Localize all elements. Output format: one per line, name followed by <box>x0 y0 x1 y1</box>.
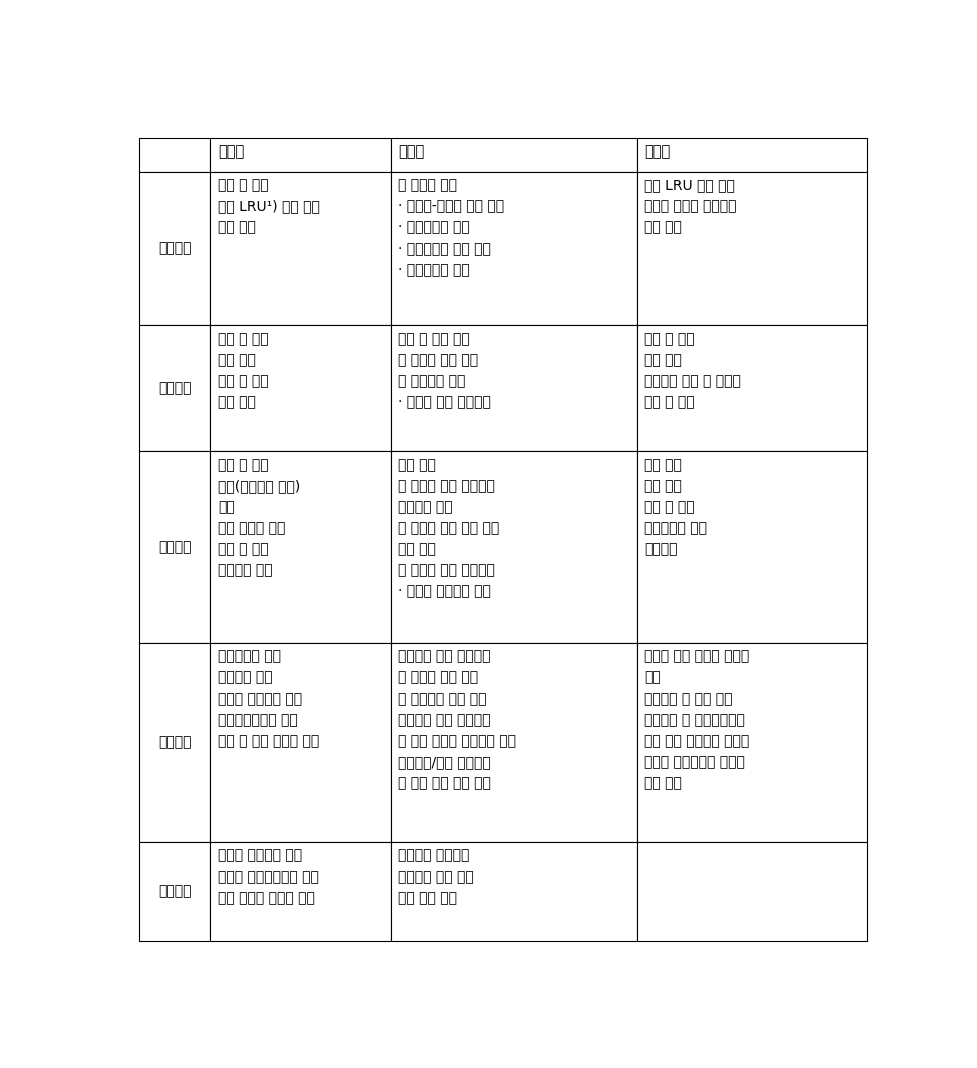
Text: 이륙 단계
－ 탑재체 상태 모니터링
임무수행 단계
－ 탑재체 내부 온도 확인
착륙 단계
－ 탑재체 상태 모니터링
· 탑재체 운용여부 결정: 이륙 단계 － 탑재체 상태 모니터링 임무수행 단계 － 탑재체 내부 온도 … <box>398 458 499 599</box>
Bar <box>390 842 636 941</box>
Bar <box>210 172 390 325</box>
Text: 비행수행 불가상태
기상센서 보정 수행
임무 여부 판단: 비행수행 불가상태 기상센서 보정 수행 임무 여부 판단 <box>398 849 474 905</box>
Text: － 탑재체 점검
· 탑재체-비행체 연결 분리
· 저장데이터 백업
· 기상탑재체 전원 종료
· 지정장소에 보관: － 탑재체 점검 · 탑재체-비행체 연결 분리 · 저장데이터 백업 · 기상… <box>398 178 504 277</box>
Text: 지상체 전원 공급용 발전기
고장
통신두절 시 시간 기록
통신복구 후 지상체에서는
통신 두절 시점부터 통신이
재계된 시점까지의 데이터
전송 요청: 지상체 전원 공급용 발전기 고장 통신두절 시 시간 기록 통신복구 후 지상… <box>644 649 748 790</box>
Bar <box>139 325 210 451</box>
Bar <box>390 138 636 172</box>
Bar <box>390 643 636 842</box>
Bar <box>390 325 636 451</box>
Text: 모든 LRU 정상 장착
지상체 구성품 위치확인
전원 차단: 모든 LRU 정상 장착 지상체 구성품 위치확인 전원 차단 <box>644 178 736 235</box>
Text: 배치 및 설치
전원 공급
비행 전 점검
엔진 시동: 배치 및 설치 전원 공급 비행 전 점검 엔진 시동 <box>218 332 268 409</box>
Text: 비상상태: 비상상태 <box>157 736 191 750</box>
Bar <box>139 172 210 325</box>
Text: 전원공급 중단 시나리오
－ 안전한 장비 중지
－ 전원공급 여부 판단
기상센서 고장 시나리오
－ 회복 시도후 작동여부 결정
통신두절/복구 시나리오: 전원공급 중단 시나리오 － 안전한 장비 중지 － 전원공급 여부 판단 기상… <box>398 649 516 790</box>
Bar <box>636 138 866 172</box>
Text: 정비상태: 정비상태 <box>157 884 191 898</box>
Text: 배치 및 설치
전원 공급
비행계획 작성 및 브리핑
비행 전 점검: 배치 및 설치 전원 공급 비행계획 작성 및 브리핑 비행 전 점검 <box>644 332 741 409</box>
Bar <box>139 643 210 842</box>
Bar <box>210 451 390 643</box>
Bar <box>636 643 866 842</box>
Bar <box>139 842 210 941</box>
Text: 비행체: 비행체 <box>218 144 244 159</box>
Text: 이륙 전 점검 단계
－ 탑재체 점검 실행
－ 비행체에 장착
· 비행체 지상 작동점검: 이륙 전 점검 단계 － 탑재체 점검 실행 － 비행체에 장착 · 비행체 지… <box>398 332 490 409</box>
Bar <box>139 138 210 172</box>
Bar <box>636 325 866 451</box>
Bar <box>210 643 390 842</box>
Text: 분리 및 보관
모든 LRU¹) 정상 탑재
전원 차단: 분리 및 보관 모든 LRU¹) 정상 탑재 전원 차단 <box>218 178 319 235</box>
Text: 탑재체: 탑재체 <box>398 144 424 159</box>
Bar <box>390 451 636 643</box>
Bar <box>390 172 636 325</box>
Bar <box>210 325 390 451</box>
Bar <box>636 842 866 941</box>
Text: 지상체: 지상체 <box>644 144 670 159</box>
Bar <box>636 451 866 643</box>
Text: 저장상태: 저장상태 <box>157 241 191 255</box>
Text: 구성품 고장으로 인한
정비나 정기점검으로 인해
비행 수행이 불가한 상태: 구성품 고장으로 인한 정비나 정기점검으로 인해 비행 수행이 불가한 상태 <box>218 849 319 905</box>
Text: 비행 통제
비행 관리
비행 후 점검
비행데이터 저장
디브리핑: 비행 통제 비행 관리 비행 후 점검 비행데이터 저장 디브리핑 <box>644 458 706 556</box>
Bar <box>210 138 390 172</box>
Text: 데이터링크 두절
항법기능 고장
조종면 구동장치 고장
비행제어컴퓨터 고장
연료 및 추진 시스템 고장: 데이터링크 두절 항법기능 고장 조종면 구동장치 고장 비행제어컴퓨터 고장 … <box>218 649 319 748</box>
Text: 준비상태: 준비상태 <box>157 381 191 395</box>
Text: 비행상태: 비행상태 <box>157 540 191 554</box>
Bar <box>139 451 210 643</box>
Bar <box>636 172 866 325</box>
Text: 활주 및 이륙
비행(임무수행 포함)
착륙
추진 시스템 정지
비행 후 점검
비행자료 저장: 활주 및 이륙 비행(임무수행 포함) 착륙 추진 시스템 정지 비행 후 점검… <box>218 458 300 578</box>
Bar <box>210 842 390 941</box>
